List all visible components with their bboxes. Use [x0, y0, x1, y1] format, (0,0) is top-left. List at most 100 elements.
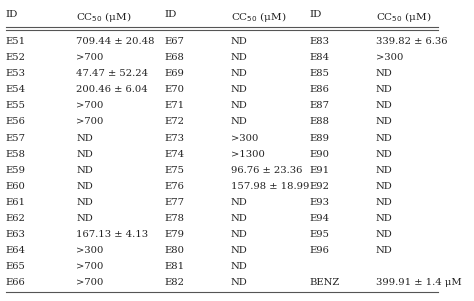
- Text: 47.47 ± 52.24: 47.47 ± 52.24: [76, 69, 148, 78]
- Text: ND: ND: [376, 230, 393, 239]
- Text: CC$_{50}$ (μM): CC$_{50}$ (μM): [376, 10, 431, 24]
- Text: 399.91 ± 1.4 μM: 399.91 ± 1.4 μM: [376, 278, 462, 287]
- Text: ND: ND: [376, 101, 393, 110]
- Text: E62: E62: [6, 214, 26, 223]
- Text: E90: E90: [310, 150, 330, 159]
- Text: ND: ND: [76, 214, 93, 223]
- Text: ND: ND: [376, 85, 393, 94]
- Text: E66: E66: [6, 278, 26, 287]
- Text: ID: ID: [6, 10, 18, 19]
- Text: E92: E92: [310, 182, 330, 191]
- Text: E83: E83: [310, 37, 330, 46]
- Text: E77: E77: [164, 198, 184, 207]
- Text: 157.98 ± 18.99: 157.98 ± 18.99: [230, 182, 309, 191]
- Text: E85: E85: [310, 69, 330, 78]
- Text: ND: ND: [230, 101, 247, 110]
- Text: E68: E68: [164, 53, 184, 62]
- Text: E73: E73: [164, 134, 184, 142]
- Text: ID: ID: [310, 10, 322, 19]
- Text: ND: ND: [376, 182, 393, 191]
- Text: E80: E80: [164, 246, 184, 255]
- Text: ND: ND: [230, 69, 247, 78]
- Text: E86: E86: [310, 85, 330, 94]
- Text: ND: ND: [230, 117, 247, 126]
- Text: E84: E84: [310, 53, 330, 62]
- Text: E75: E75: [164, 166, 184, 175]
- Text: E61: E61: [6, 198, 26, 207]
- Text: E59: E59: [6, 166, 26, 175]
- Text: ID: ID: [164, 10, 177, 19]
- Text: E88: E88: [310, 117, 330, 126]
- Text: E79: E79: [164, 230, 184, 239]
- Text: E89: E89: [310, 134, 330, 142]
- Text: E95: E95: [310, 230, 330, 239]
- Text: ND: ND: [230, 198, 247, 207]
- Text: E56: E56: [6, 117, 26, 126]
- Text: 709.44 ± 20.48: 709.44 ± 20.48: [76, 37, 155, 46]
- Text: E94: E94: [310, 214, 330, 223]
- Text: E69: E69: [164, 69, 184, 78]
- Text: ND: ND: [230, 262, 247, 271]
- Text: E78: E78: [164, 214, 184, 223]
- Text: >700: >700: [76, 278, 104, 287]
- Text: E87: E87: [310, 101, 330, 110]
- Text: ND: ND: [230, 53, 247, 62]
- Text: E51: E51: [6, 37, 26, 46]
- Text: E93: E93: [310, 198, 330, 207]
- Text: ND: ND: [230, 214, 247, 223]
- Text: E58: E58: [6, 150, 26, 159]
- Text: ND: ND: [376, 198, 393, 207]
- Text: ND: ND: [230, 278, 247, 287]
- Text: E76: E76: [164, 182, 184, 191]
- Text: ND: ND: [76, 150, 93, 159]
- Text: ND: ND: [376, 150, 393, 159]
- Text: >1300: >1300: [230, 150, 264, 159]
- Text: ND: ND: [76, 134, 93, 142]
- Text: >300: >300: [376, 53, 403, 62]
- Text: E57: E57: [6, 134, 26, 142]
- Text: >300: >300: [230, 134, 258, 142]
- Text: E82: E82: [164, 278, 184, 287]
- Text: E53: E53: [6, 69, 26, 78]
- Text: 96.76 ± 23.36: 96.76 ± 23.36: [230, 166, 302, 175]
- Text: ND: ND: [76, 198, 93, 207]
- Text: E71: E71: [164, 101, 184, 110]
- Text: E74: E74: [164, 150, 184, 159]
- Text: E72: E72: [164, 117, 184, 126]
- Text: ND: ND: [376, 246, 393, 255]
- Text: ND: ND: [376, 117, 393, 126]
- Text: ND: ND: [376, 166, 393, 175]
- Text: E96: E96: [310, 246, 330, 255]
- Text: >700: >700: [76, 101, 104, 110]
- Text: E81: E81: [164, 262, 184, 271]
- Text: ND: ND: [230, 85, 247, 94]
- Text: 339.82 ± 6.36: 339.82 ± 6.36: [376, 37, 447, 46]
- Text: >300: >300: [76, 246, 104, 255]
- Text: >700: >700: [76, 117, 104, 126]
- Text: ND: ND: [230, 230, 247, 239]
- Text: E60: E60: [6, 182, 26, 191]
- Text: E63: E63: [6, 230, 26, 239]
- Text: ND: ND: [376, 214, 393, 223]
- Text: >700: >700: [76, 53, 104, 62]
- Text: 167.13 ± 4.13: 167.13 ± 4.13: [76, 230, 148, 239]
- Text: E55: E55: [6, 101, 26, 110]
- Text: E91: E91: [310, 166, 330, 175]
- Text: E52: E52: [6, 53, 26, 62]
- Text: E65: E65: [6, 262, 26, 271]
- Text: ND: ND: [376, 69, 393, 78]
- Text: ND: ND: [376, 134, 393, 142]
- Text: ND: ND: [76, 166, 93, 175]
- Text: E54: E54: [6, 85, 26, 94]
- Text: >700: >700: [76, 262, 104, 271]
- Text: ND: ND: [230, 37, 247, 46]
- Text: E64: E64: [6, 246, 26, 255]
- Text: ND: ND: [230, 246, 247, 255]
- Text: 200.46 ± 6.04: 200.46 ± 6.04: [76, 85, 148, 94]
- Text: CC$_{50}$ (μM): CC$_{50}$ (μM): [76, 10, 132, 24]
- Text: E70: E70: [164, 85, 184, 94]
- Text: BENZ: BENZ: [310, 278, 340, 287]
- Text: E67: E67: [164, 37, 184, 46]
- Text: CC$_{50}$ (μM): CC$_{50}$ (μM): [230, 10, 286, 24]
- Text: ND: ND: [76, 182, 93, 191]
